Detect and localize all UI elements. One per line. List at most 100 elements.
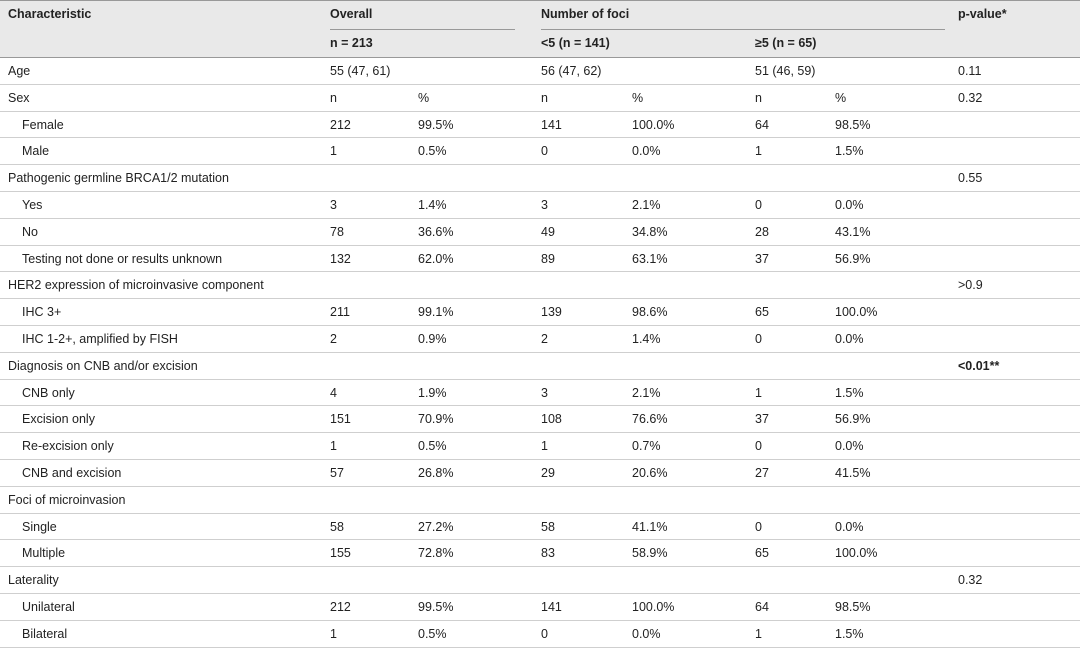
cell: 37: [755, 412, 769, 427]
cell: 58: [541, 519, 555, 534]
cell: 27: [755, 466, 769, 480]
cell: 70.9%: [418, 412, 454, 427]
row-divider: [0, 512, 1080, 514]
cell: 1.5%: [835, 626, 864, 641]
cell: 0: [755, 332, 762, 346]
cell: 0: [541, 144, 548, 159]
cell: 108: [541, 412, 562, 427]
row-label: Age: [8, 64, 31, 78]
row-divider: [0, 351, 1080, 353]
cell: 0.5%: [418, 626, 447, 641]
row-divider: [0, 325, 1080, 326]
cell: 89: [541, 251, 555, 266]
cell: 1: [755, 385, 762, 400]
cell: n: [541, 90, 548, 105]
row-label: Re-excision only: [22, 439, 114, 454]
cell: 0.0%: [835, 198, 864, 212]
cell: 155: [330, 546, 351, 561]
cell: 1: [755, 626, 762, 641]
cell: 0.0%: [632, 144, 661, 159]
cell: 1.4%: [632, 332, 661, 346]
cell: 76.6%: [632, 412, 668, 427]
cell: 1: [541, 439, 548, 454]
cell: 141: [541, 600, 562, 614]
row-label: Multiple: [22, 546, 66, 561]
cell: 29: [541, 466, 555, 480]
group-label: Sex: [8, 90, 30, 105]
group-label: Foci of microinvasion: [8, 492, 126, 507]
cell: 2.1%: [632, 385, 661, 400]
cell: 64: [755, 117, 769, 132]
cell: 99.5%: [418, 117, 454, 132]
cell: 0.0%: [632, 626, 661, 641]
column-subheader: n = 213: [330, 36, 373, 50]
cell: n: [755, 90, 762, 105]
row-label: Unilateral: [22, 600, 75, 614]
cell: 3: [541, 198, 548, 212]
cell: 100.0%: [632, 117, 675, 132]
cell: 78: [330, 224, 344, 239]
cell: 211: [330, 305, 350, 320]
cell: 100.0%: [835, 305, 878, 320]
cell: 58.9%: [632, 546, 668, 561]
cell: 55 (47, 61): [330, 64, 391, 78]
cell: 1: [330, 439, 337, 454]
p-value: <0.01**: [958, 358, 1000, 373]
row-label: Excision only: [22, 412, 95, 427]
row-divider: [541, 29, 945, 30]
cell: 99.5%: [418, 600, 454, 614]
cell: 0: [755, 439, 762, 454]
row-label: Testing not done or results unknown: [22, 251, 223, 266]
row-label: Bilateral: [22, 626, 68, 641]
row-divider: [0, 244, 1080, 246]
cell: 1.9%: [418, 385, 447, 400]
cell: 98.5%: [835, 600, 871, 614]
cell: 41.5%: [835, 466, 871, 480]
row-label: Male: [22, 144, 50, 159]
group-label: HER2 expression of microinvasive compone…: [8, 278, 264, 293]
cell: %: [418, 90, 430, 105]
cell: 36.6%: [418, 224, 454, 239]
cell: 141: [541, 117, 562, 132]
cell: 1.5%: [835, 144, 864, 159]
cell: 4: [330, 385, 337, 400]
row-divider: [330, 29, 515, 30]
cell: 41.1%: [632, 519, 668, 534]
cell: 0.9%: [418, 332, 447, 346]
cell: 2.1%: [632, 198, 661, 212]
cell: 64: [755, 600, 769, 614]
cell: 65: [755, 546, 769, 561]
row-divider: [0, 164, 1080, 166]
row-label: CNB only: [22, 385, 75, 400]
cell: 151: [330, 412, 351, 427]
cell: 34.8%: [632, 224, 668, 239]
row-label: Yes: [22, 198, 43, 212]
p-value: 0.11: [958, 64, 982, 78]
cell: 57: [330, 466, 344, 480]
row-label: Single: [22, 519, 57, 534]
cell: 27.2%: [418, 519, 454, 534]
row-divider: [0, 593, 1080, 594]
cell: 37: [755, 251, 769, 266]
column-header: Number of foci: [541, 7, 630, 21]
cell: 98.6%: [632, 305, 668, 320]
cell: 98.5%: [835, 117, 871, 132]
cell: 0.0%: [835, 519, 864, 534]
row-divider: [0, 566, 1080, 568]
p-value: >0.9: [958, 278, 983, 293]
row-divider: [0, 432, 1080, 434]
cell: 43.1%: [835, 224, 871, 239]
cell: 0.7%: [632, 439, 661, 454]
row-divider: [0, 298, 1080, 300]
cell: 2: [541, 332, 548, 346]
row-divider: [0, 619, 1080, 621]
cell: 0: [541, 626, 548, 641]
cell: 100.0%: [835, 546, 878, 561]
cell: 83: [541, 546, 555, 561]
cell: 1: [330, 144, 337, 159]
p-value: 0.32: [958, 90, 983, 105]
cell: 99.1%: [418, 305, 454, 320]
row-label: IHC 3+: [22, 305, 62, 320]
cell: 212: [330, 117, 351, 132]
row-divider: [0, 539, 1080, 541]
